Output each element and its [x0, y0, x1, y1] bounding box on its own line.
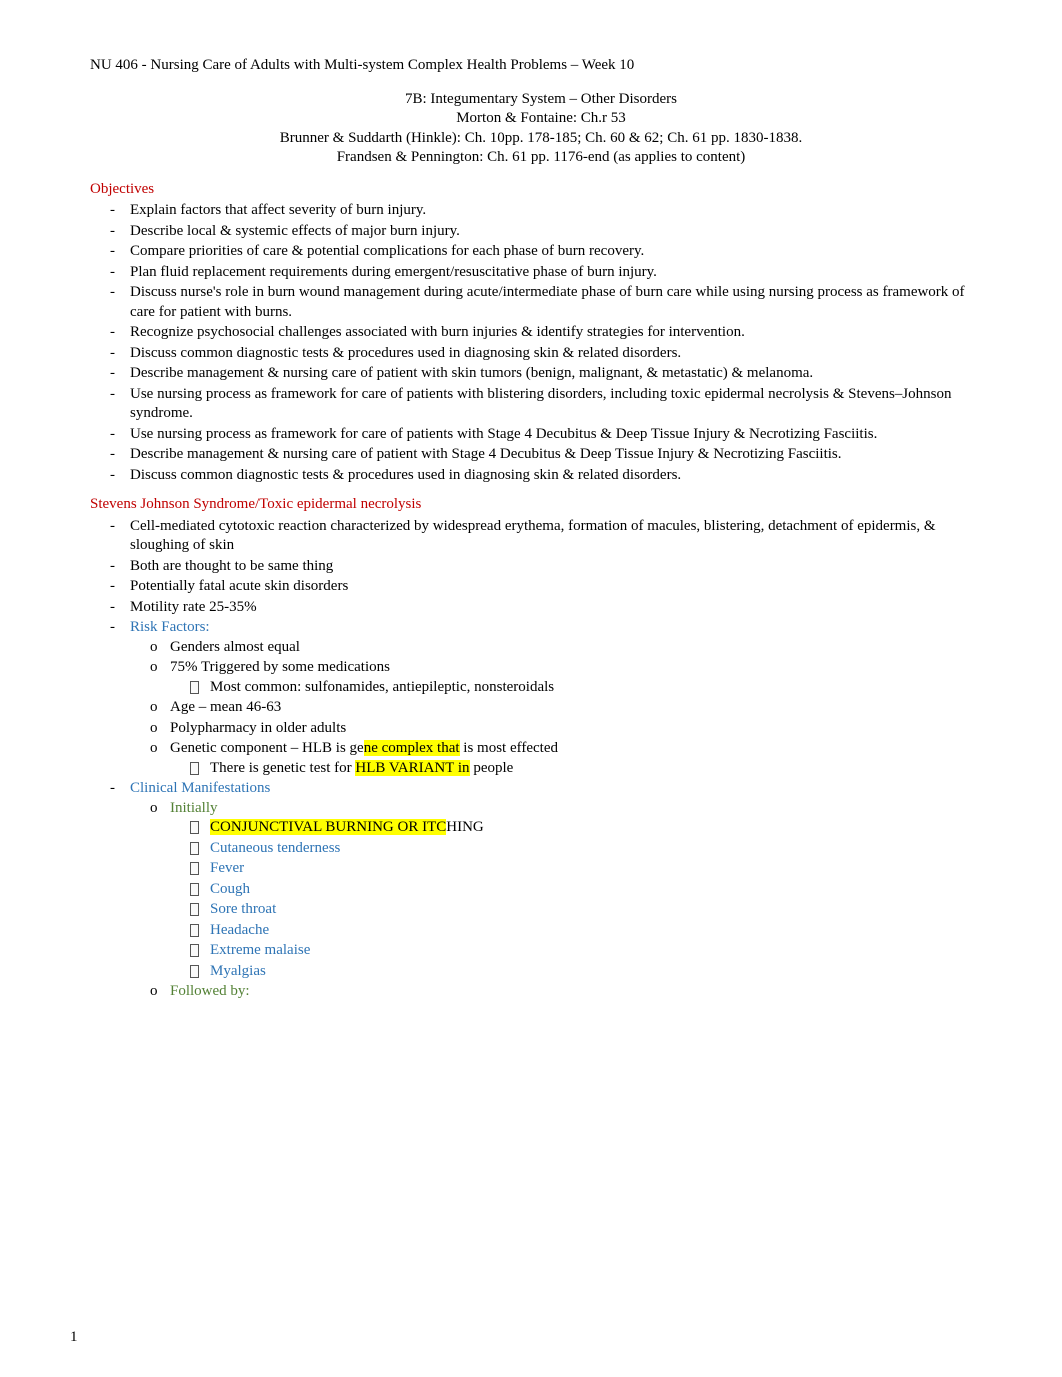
- list-item: Describe management & nursing care of pa…: [130, 445, 992, 465]
- list-item: Extreme malaise: [210, 941, 992, 961]
- list-item: Cell-mediated cytotoxic reaction charact…: [130, 517, 992, 556]
- list-item: Use nursing process as framework for car…: [130, 425, 992, 445]
- sjs-heading: Stevens Johnson Syndrome/Toxic epidermal…: [90, 495, 992, 515]
- list-item: Headache: [210, 921, 992, 941]
- list-item: Describe management & nursing care of pa…: [130, 364, 992, 384]
- genetic-prefix: Genetic component – HLB is ge: [170, 740, 364, 756]
- triggered-sublist: Most common: sulfonamides, antiepileptic…: [170, 678, 992, 698]
- initially-sublist: CONJUNCTIVAL BURNING OR ITCHING Cutaneou…: [170, 818, 992, 981]
- risk-factors-sublist: Genders almost equal 75% Triggered by so…: [130, 638, 992, 779]
- triggered-text: 75% Triggered by some medications: [170, 659, 390, 675]
- list-item: There is genetic test for HLB VARIANT in…: [210, 759, 992, 779]
- followed-by-item: Followed by:: [170, 982, 992, 1002]
- clinical-manifestations-item: Clinical Manifestations Initially CONJUN…: [130, 779, 992, 1002]
- list-item: Fever: [210, 859, 992, 879]
- list-item: Discuss common diagnostic tests & proced…: [130, 344, 992, 364]
- genetic-sub-prefix: There is genetic test for: [210, 760, 355, 776]
- followed-by-label: Followed by:: [170, 983, 250, 999]
- initially-item: Initially CONJUNCTIVAL BURNING OR ITCHIN…: [170, 799, 992, 982]
- list-item: CONJUNCTIVAL BURNING OR ITCHING: [210, 818, 992, 838]
- objectives-heading: Objectives: [90, 180, 992, 200]
- list-item: Genetic component – HLB is gene complex …: [170, 739, 992, 778]
- clinical-sublist: Initially CONJUNCTIVAL BURNING OR ITCHIN…: [130, 799, 992, 1002]
- genetic-sub-highlight: HLB VARIANT: [355, 760, 454, 776]
- genetic-highlight: ne complex that: [364, 740, 460, 756]
- list-item: Discuss common diagnostic tests & proced…: [130, 466, 992, 486]
- list-item: Motility rate 25-35%: [130, 598, 992, 618]
- list-item: Sore throat: [210, 900, 992, 920]
- title-block: 7B: Integumentary System – Other Disorde…: [90, 90, 992, 168]
- doc-title: 7B: Integumentary System – Other Disorde…: [90, 90, 992, 110]
- list-item: 75% Triggered by some medications Most c…: [170, 658, 992, 697]
- risk-factors-label: Risk Factors:: [130, 619, 210, 635]
- list-item: Cough: [210, 880, 992, 900]
- risk-factors-item: Risk Factors: Genders almost equal 75% T…: [130, 618, 992, 778]
- list-item: Age – mean 46-63: [170, 698, 992, 718]
- list-item: Most common: sulfonamides, antiepileptic…: [210, 678, 992, 698]
- ref-line-3: Frandsen & Pennington: Ch. 61 pp. 1176-e…: [90, 148, 992, 168]
- sjs-list: Cell-mediated cytotoxic reaction charact…: [90, 517, 992, 1002]
- course-header: NU 406 - Nursing Care of Adults with Mul…: [90, 56, 992, 76]
- list-item: Compare priorities of care & potential c…: [130, 242, 992, 262]
- list-item: Polypharmacy in older adults: [170, 719, 992, 739]
- list-item: Cutaneous tenderness: [210, 839, 992, 859]
- objectives-list: Explain factors that affect severity of …: [90, 201, 992, 485]
- clinical-label: Clinical Manifestations: [130, 780, 270, 796]
- list-item: Use nursing process as framework for car…: [130, 385, 992, 424]
- genetic-sub-suffix: people: [470, 760, 514, 776]
- list-item: Recognize psychosocial challenges associ…: [130, 323, 992, 343]
- conjunctival-suffix: HING: [446, 819, 484, 835]
- list-item: Discuss nurse's role in burn wound manag…: [130, 283, 992, 322]
- initially-label: Initially: [170, 800, 218, 816]
- list-item: Plan fluid replacement requirements duri…: [130, 263, 992, 283]
- genetic-sublist: There is genetic test for HLB VARIANT in…: [170, 759, 992, 779]
- genetic-suffix: is most effected: [460, 740, 558, 756]
- list-item: Genders almost equal: [170, 638, 992, 658]
- genetic-sub-mid: in: [454, 760, 469, 776]
- ref-line-2: Brunner & Suddarth (Hinkle): Ch. 10pp. 1…: [90, 129, 992, 149]
- list-item: Explain factors that affect severity of …: [130, 201, 992, 221]
- list-item: Potentially fatal acute skin disorders: [130, 577, 992, 597]
- conjunctival-highlight: CONJUNCTIVAL BURNING OR ITC: [210, 819, 446, 835]
- list-item: Both are thought to be same thing: [130, 557, 992, 577]
- list-item: Describe local & systemic effects of maj…: [130, 222, 992, 242]
- ref-line-1: Morton & Fontaine: Ch.r 53: [90, 109, 992, 129]
- list-item: Myalgias: [210, 962, 992, 982]
- page-number: 1: [70, 1328, 78, 1348]
